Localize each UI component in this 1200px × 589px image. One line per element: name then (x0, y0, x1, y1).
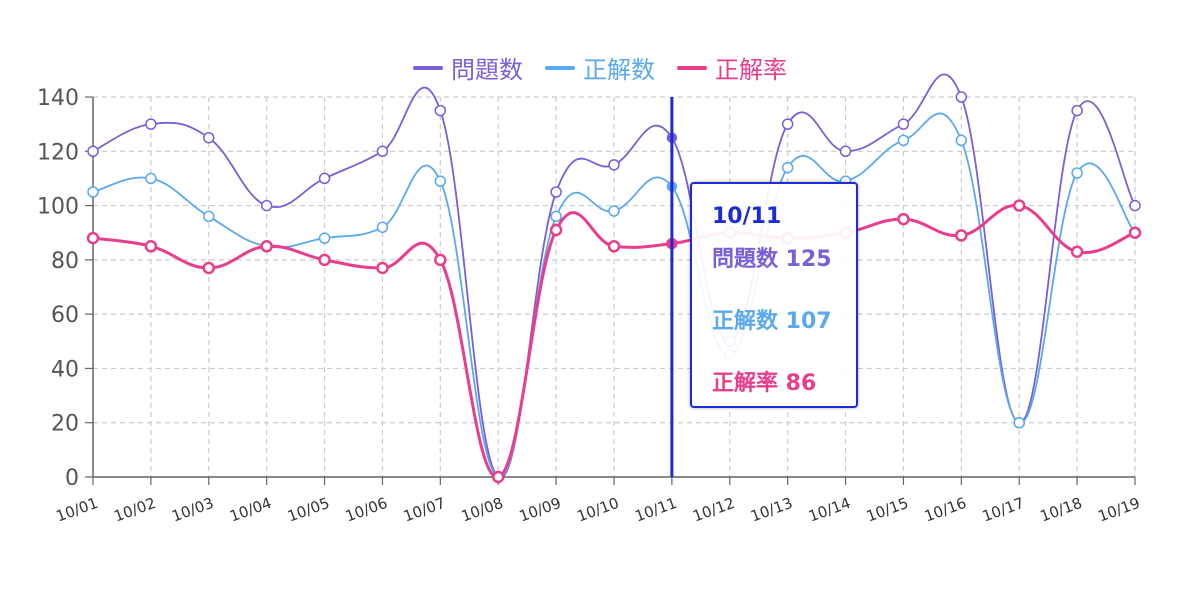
data-point (376, 145, 389, 158)
x-tick-label: 10/15 (864, 494, 911, 526)
legend: 問題数 正解数 正解率 (0, 50, 1200, 85)
data-point (607, 240, 621, 253)
data-point (86, 231, 100, 245)
data-point (318, 253, 331, 267)
x-tick-label: 10/17 (980, 494, 1027, 526)
y-axis: 0 20 40 60 80 100 120 140 (37, 86, 94, 491)
data-point (87, 186, 99, 198)
series-layer (86, 73, 1142, 484)
x-tick-label: 10/05 (285, 494, 332, 526)
data-point (145, 118, 157, 130)
data-point (434, 175, 447, 187)
x-tick-label: 10/12 (690, 494, 737, 526)
tooltip-row-questions: 問題数 125 (712, 247, 832, 272)
data-point (955, 229, 968, 242)
x-tick-label: 10/14 (806, 494, 853, 526)
data-point (318, 172, 331, 185)
x-tick-label: 10/10 (575, 494, 622, 526)
data-point (203, 131, 215, 144)
data-point (550, 186, 562, 198)
data-point (549, 223, 563, 237)
y-tick-label: 20 (51, 412, 79, 437)
legend-swatch (545, 65, 575, 70)
data-point (434, 253, 447, 267)
data-point (1013, 416, 1025, 429)
data-point (897, 134, 910, 147)
data-point (1128, 226, 1142, 239)
x-tick-label: 10/13 (748, 494, 795, 526)
y-tick-label: 140 (37, 86, 79, 111)
x-tick-label: 10/08 (459, 494, 506, 526)
tooltip: 10/11 問題数 125 正解数 107 正解率 86 (690, 182, 858, 408)
tooltip-row-correct: 正解数 107 (712, 309, 832, 334)
x-tick-label: 10/07 (401, 494, 448, 526)
legend-label: 正解数 (583, 56, 655, 84)
data-point (608, 205, 620, 217)
tooltip-row-rate: 正解率 86 (712, 371, 817, 396)
data-point (376, 221, 389, 234)
data-point (491, 470, 505, 484)
legend-label: 問題数 (451, 56, 523, 84)
series-2 (86, 199, 1142, 484)
y-tick-label: 0 (65, 466, 79, 491)
data-point (144, 240, 158, 253)
x-tick-label: 10/02 (111, 494, 158, 526)
tooltip-title: 10/11 (712, 204, 782, 229)
x-tick-label: 10/16 (922, 494, 969, 526)
y-tick-label: 60 (51, 303, 79, 328)
data-point (781, 161, 794, 174)
x-tick-label: 10/03 (169, 494, 216, 526)
x-tick-label: 10/04 (227, 494, 274, 526)
y-tick-label: 80 (51, 249, 79, 274)
x-tick-label: 10/11 (632, 494, 679, 526)
legend-item-rate[interactable]: 正解率 (677, 50, 787, 85)
data-point (897, 118, 910, 130)
legend-swatch (677, 65, 707, 70)
legend-swatch (413, 65, 443, 70)
data-point (608, 159, 620, 171)
data-point (1070, 245, 1084, 258)
legend-label: 正解率 (715, 56, 787, 84)
data-point (955, 134, 968, 147)
data-point (202, 261, 216, 275)
data-point (1012, 199, 1026, 212)
data-point (87, 145, 99, 158)
data-point (260, 199, 273, 212)
data-point (897, 212, 910, 226)
data-point (145, 172, 157, 185)
x-tick-label: 10/18 (1038, 494, 1085, 526)
data-point (1129, 199, 1141, 212)
data-point (260, 240, 273, 253)
data-point (955, 91, 968, 103)
data-point (550, 210, 562, 223)
data-point (1071, 104, 1083, 117)
series-line (92, 73, 1136, 479)
legend-item-questions[interactable]: 問題数 (413, 50, 523, 85)
x-tick-label: 10/01 (54, 494, 101, 526)
legend-item-correct[interactable]: 正解数 (545, 50, 655, 85)
data-point (1071, 167, 1083, 179)
grid (92, 96, 1136, 478)
data-point (434, 104, 447, 117)
data-point (318, 232, 331, 244)
y-tick-label: 40 (51, 357, 79, 382)
x-tick-label: 10/06 (343, 494, 390, 526)
data-point (203, 210, 215, 223)
data-point (839, 145, 852, 158)
x-tick-label: 10/09 (517, 494, 564, 526)
y-tick-label: 100 (37, 195, 79, 220)
data-point (376, 261, 389, 275)
x-tick-label: 10/19 (1096, 494, 1143, 526)
data-point (781, 118, 794, 130)
y-tick-label: 120 (37, 140, 79, 165)
x-axis: 10/01 10/02 10/03 10/04 10/05 10/06 10/07 10/08… (54, 476, 1143, 526)
